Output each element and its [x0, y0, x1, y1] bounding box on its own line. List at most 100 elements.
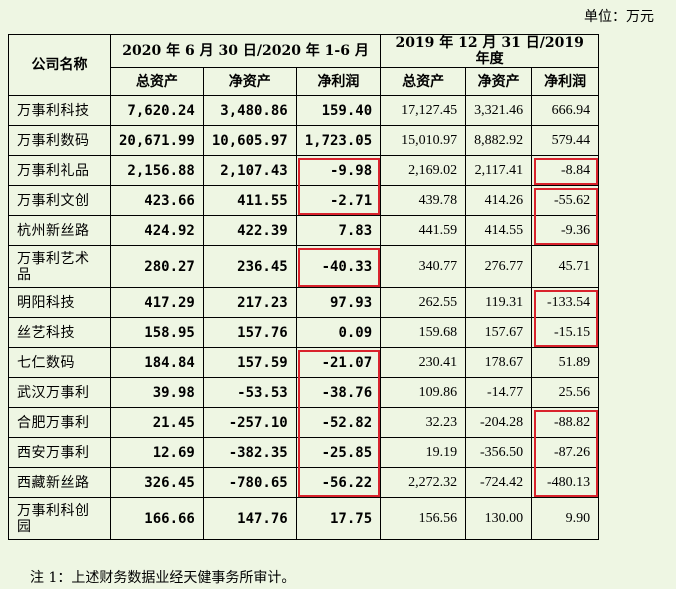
header-net-profit-2020: 净利润	[295, 67, 382, 96]
value-cell: -56.22	[295, 467, 382, 498]
value-cell: 9.90	[531, 497, 600, 540]
value-cell: -382.35	[202, 437, 297, 468]
value-cell: 439.78	[380, 185, 467, 216]
value-cell: 414.26	[465, 185, 533, 216]
footnote: 注 1：上述财务数据业经天健事务所审计。	[30, 570, 296, 586]
value-cell: 12.69	[110, 437, 204, 468]
table-row: 合肥万事利 21.45 -257.10 -52.82 32.23 -204.28 -88.8…	[8, 407, 600, 438]
value-cell: 156.56	[380, 497, 467, 540]
value-cell: 2,169.02	[380, 155, 467, 186]
value-cell: 7.83	[295, 215, 382, 246]
value-cell: -724.42	[465, 467, 533, 498]
table-row: 丝艺科技 158.95 157.76 0.09 159.68 157.67 -15.15	[8, 317, 600, 348]
value-cell: 39.98	[110, 377, 204, 408]
table-body: 万事利科技 7,620.24 3,480.86 159.40 17,127.45 3,32…	[8, 95, 600, 540]
value-cell: 157.67	[465, 317, 533, 348]
company-name-cell: 杭州新丝路	[8, 215, 111, 246]
value-cell: -2.71	[295, 185, 382, 216]
company-name-cell: 七仁数码	[8, 347, 111, 378]
unit-label: 单位：万元	[584, 9, 654, 25]
value-cell: -53.53	[202, 377, 297, 408]
value-cell: 417.29	[110, 287, 204, 318]
company-name-cell: 万事利艺术品	[8, 245, 111, 288]
company-name-cell: 武汉万事利	[8, 377, 111, 408]
value-cell: 178.67	[465, 347, 533, 378]
value-cell: 8,882.92	[465, 125, 533, 156]
value-cell: 19.19	[380, 437, 467, 468]
value-cell: 45.71	[531, 245, 600, 288]
table-row: 西安万事利 12.69 -382.35 -25.85 19.19 -356.50 -87.2…	[8, 437, 600, 468]
company-name-cell: 万事利科技	[8, 95, 111, 126]
value-cell: -133.54	[531, 287, 600, 318]
header-net-assets-2020: 净资产	[202, 67, 297, 96]
value-cell: 32.23	[380, 407, 467, 438]
value-cell: -40.33	[295, 245, 382, 288]
value-cell: 130.00	[465, 497, 533, 540]
value-cell: -780.65	[202, 467, 297, 498]
value-cell: -52.82	[295, 407, 382, 438]
value-cell: 119.31	[465, 287, 533, 318]
value-cell: 422.39	[202, 215, 297, 246]
value-cell: 157.76	[202, 317, 297, 348]
value-cell: 10,605.97	[202, 125, 297, 156]
value-cell: -14.77	[465, 377, 533, 408]
value-cell: 579.44	[531, 125, 600, 156]
table-row: 杭州新丝路 424.92 422.39 7.83 441.59 414.55 -9.36	[8, 215, 600, 246]
table-row: 武汉万事利 39.98 -53.53 -38.76 109.86 -14.77 25.56	[8, 377, 600, 408]
value-cell: 424.92	[110, 215, 204, 246]
value-cell: 159.68	[380, 317, 467, 348]
header-net-assets-2019: 净资产	[465, 67, 533, 96]
value-cell: -9.98	[295, 155, 382, 186]
table-row: 七仁数码 184.84 157.59 -21.07 230.41 178.67 51.89	[8, 347, 600, 378]
table-row: 万事利文创 423.66 411.55 -2.71 439.78 414.26 -55.62	[8, 185, 600, 216]
value-cell: 411.55	[202, 185, 297, 216]
value-cell: 159.40	[295, 95, 382, 126]
value-cell: 147.76	[202, 497, 297, 540]
value-cell: 1,723.05	[295, 125, 382, 156]
value-cell: 20,671.99	[110, 125, 204, 156]
value-cell: 2,272.32	[380, 467, 467, 498]
value-cell: 423.66	[110, 185, 204, 216]
value-cell: -15.15	[531, 317, 600, 348]
table-row: 万事利数码 20,671.99 10,605.97 1,723.05 15,010.97…	[8, 125, 600, 156]
company-name-cell: 万事利数码	[8, 125, 111, 156]
company-name-cell: 西藏新丝路	[8, 467, 111, 498]
table-row: 明阳科技 417.29 217.23 97.93 262.55 119.31 -133.54	[8, 287, 600, 318]
header-total-assets-2019: 总资产	[380, 67, 467, 96]
value-cell: 2,107.43	[202, 155, 297, 186]
value-cell: 414.55	[465, 215, 533, 246]
value-cell: 441.59	[380, 215, 467, 246]
value-cell: 340.77	[380, 245, 467, 288]
value-cell: 184.84	[110, 347, 204, 378]
value-cell: 51.89	[531, 347, 600, 378]
header-period-2019: 2019 年 12 月 31 日/2019 年度	[380, 34, 600, 68]
value-cell: 326.45	[110, 467, 204, 498]
value-cell: 2,117.41	[465, 155, 533, 186]
value-cell: 280.27	[110, 245, 204, 288]
value-cell: 236.45	[202, 245, 297, 288]
table-row: 万事利礼品 2,156.88 2,107.43 -9.98 2,169.02 2,117.…	[8, 155, 600, 186]
value-cell: -87.26	[531, 437, 600, 468]
value-cell: -88.82	[531, 407, 600, 438]
value-cell: 230.41	[380, 347, 467, 378]
value-cell: 3,321.46	[465, 95, 533, 126]
table-row: 万事利科技 7,620.24 3,480.86 159.40 17,127.45 3,32…	[8, 95, 600, 126]
company-name-cell: 西安万事利	[8, 437, 111, 468]
header-period-2020: 2020 年 6 月 30 日/2020 年 1-6 月	[109, 34, 382, 68]
value-cell: 3,480.86	[202, 95, 297, 126]
company-name-cell: 万事利文创	[8, 185, 111, 216]
value-cell: -38.76	[295, 377, 382, 408]
value-cell: 25.56	[531, 377, 600, 408]
value-cell: 17.75	[295, 497, 382, 540]
value-cell: 15,010.97	[380, 125, 467, 156]
value-cell: 276.77	[465, 245, 533, 288]
company-name-cell: 合肥万事利	[8, 407, 111, 438]
value-cell: -257.10	[202, 407, 297, 438]
value-cell: 166.66	[110, 497, 204, 540]
value-cell: -356.50	[465, 437, 533, 468]
header-total-assets-2020: 总资产	[110, 67, 204, 96]
company-name-cell: 万事利科创园	[8, 497, 111, 540]
header-net-profit-2019: 净利润	[531, 67, 600, 96]
value-cell: 262.55	[380, 287, 467, 318]
value-cell: -8.84	[531, 155, 600, 186]
